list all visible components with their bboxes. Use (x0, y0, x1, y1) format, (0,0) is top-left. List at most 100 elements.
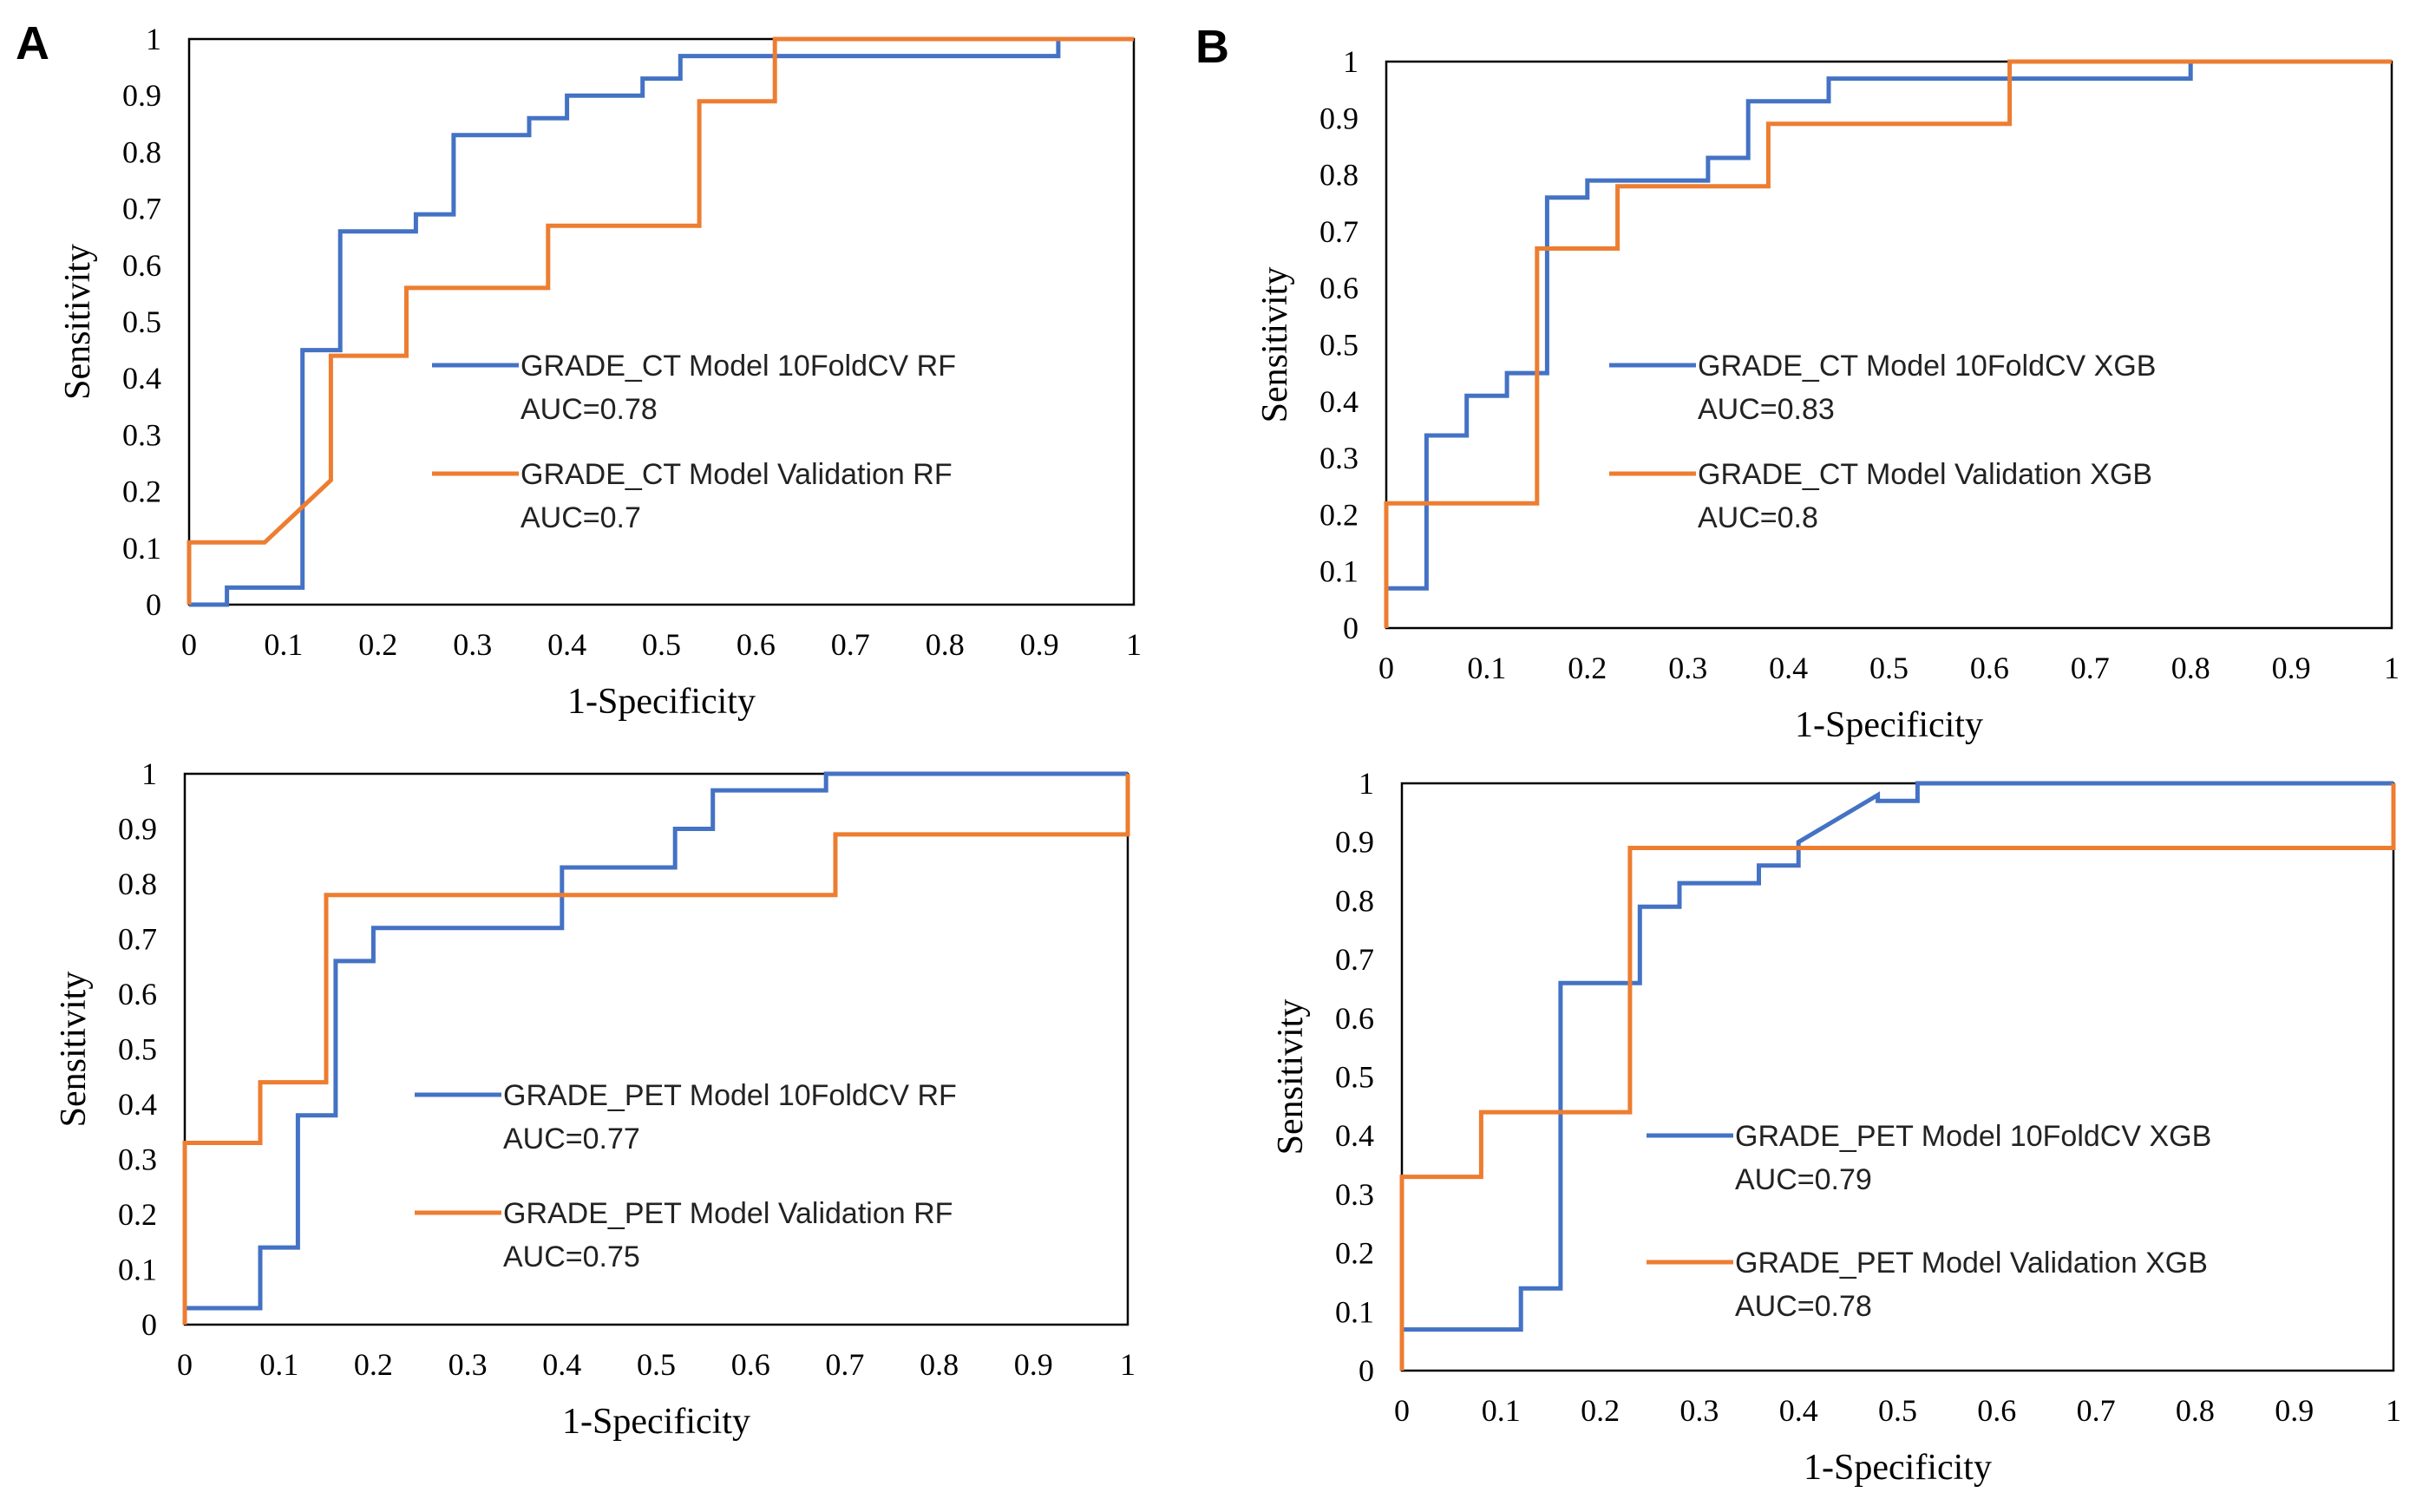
x-tick-label: 0.7 (825, 1347, 864, 1382)
x-tick-label: 0.3 (448, 1347, 488, 1382)
roc-chart-a-bottom: 0 0.1 0.2 0.3 0.4 0.5 0.6 0.7 0.8 0.9 1 0 0.1 0.2 0.3 0… (54, 756, 1136, 1442)
plot-area-frame (187, 37, 1136, 606)
y-axis-title: Sensitivity (1271, 999, 1311, 1155)
y-tick-label: 0.6 (118, 977, 157, 1011)
x-tick-label: 0.2 (1568, 651, 1607, 685)
legend-series-name: GRADE_CT Model Validation RF (521, 458, 953, 491)
x-axis-title: 1-Specificity (1804, 1448, 1992, 1488)
y-tick-label: 0.9 (1319, 101, 1359, 135)
x-tick-label: 0.6 (1977, 1393, 2016, 1428)
x-tick-label: 0.9 (1020, 627, 1059, 662)
x-tick-label: 0.2 (358, 627, 397, 662)
legend-series-name: GRADE_PET Model Validation RF (503, 1197, 953, 1230)
legend-entry: GRADE_CT Model Validation XGB AUC=0.8 (1609, 458, 2152, 534)
plot-area-frame (183, 772, 1129, 1326)
legend-auc: AUC=0.83 (1698, 393, 1835, 426)
y-tick-label: 0.6 (122, 248, 161, 283)
roc-curve-validation (1399, 783, 2396, 1371)
x-tick-label: 0.9 (1014, 1347, 1053, 1382)
x-axis-title: 1-Specificity (562, 1402, 750, 1442)
y-tick-label: 0.2 (122, 475, 161, 509)
roc-chart-a-top: 0 0.1 0.2 0.3 0.4 0.5 0.6 0.7 0.8 0.9 1 0 0.1 0.2 0.3 0… (58, 22, 1142, 722)
y-tick-label: 0.8 (122, 134, 161, 169)
y-tick-label: 0.9 (1335, 825, 1374, 860)
y-tick-label: 0.1 (1319, 554, 1359, 589)
x-tick-label: 0 (177, 1347, 193, 1382)
y-tick-label: 0.3 (1319, 441, 1359, 475)
plot-area-frame (1385, 60, 2393, 630)
y-tick-label: 0.1 (1335, 1294, 1374, 1329)
x-tick-label: 0.3 (1668, 651, 1707, 685)
y-tick-label: 0.1 (122, 531, 161, 566)
x-tick-label: 0.9 (2275, 1393, 2314, 1428)
y-tick-label: 0 (1359, 1353, 1374, 1388)
legend-auc: AUC=0.8 (1698, 501, 1818, 534)
charts-container: 0 0.1 0.2 0.3 0.4 0.5 0.6 0.7 0.8 0.9 1 0 0.1 0.2 0.3 0… (54, 22, 2401, 1488)
panel-label-b: B (1195, 21, 1229, 73)
y-axis-title: Sensitivity (1255, 267, 1295, 423)
legend-auc: AUC=0.77 (503, 1123, 640, 1155)
y-tick-label: 0 (146, 587, 161, 622)
y-tick-label: 1 (1343, 44, 1359, 79)
y-tick-label: 0.9 (122, 78, 161, 113)
legend-entry: GRADE_PET Model Validation RF AUC=0.75 (415, 1197, 953, 1273)
roc-curve-validation (1384, 59, 2392, 628)
legend-series-name: GRADE_PET Model Validation XGB (1735, 1247, 2208, 1280)
legend-entry: GRADE_CT Model 10FoldCV XGB AUC=0.83 (1609, 350, 2156, 426)
x-tick-label: 0.1 (264, 627, 303, 662)
y-tick-label: 0.7 (118, 922, 157, 957)
x-tick-label: 1 (1120, 1347, 1136, 1382)
x-tick-label: 0.5 (642, 627, 681, 662)
y-tick-label: 0.7 (1319, 214, 1359, 249)
y-tick-label: 0.4 (1335, 1118, 1374, 1153)
legend-auc: AUC=0.78 (521, 393, 658, 426)
roc-chart-b-bottom: 0 0.1 0.2 0.3 0.4 0.5 0.6 0.7 0.8 0.9 1 0 0.1 0.2 0.3 0… (1271, 766, 2401, 1488)
roc-chart-b-top: 0 0.1 0.2 0.3 0.4 0.5 0.6 0.7 0.8 0.9 1 0 0.1 0.2 0.3 0… (1255, 44, 2400, 745)
y-tick-label: 0.2 (1319, 497, 1359, 532)
x-tick-label: 0.9 (2272, 651, 2311, 685)
y-tick-label: 1 (141, 756, 157, 791)
y-tick-label: 0.5 (118, 1032, 157, 1067)
y-tick-label: 0.8 (1319, 158, 1359, 193)
y-tick-label: 0.4 (122, 361, 161, 396)
x-tick-label: 0 (1378, 651, 1394, 685)
legend-entry: GRADE_CT Model Validation RF AUC=0.7 (432, 458, 953, 534)
x-tick-label: 0.7 (831, 627, 870, 662)
y-tick-label: 0 (1343, 611, 1359, 645)
x-tick-label: 0.8 (2176, 1393, 2215, 1428)
x-tick-label: 0.1 (259, 1347, 298, 1382)
legend-auc: AUC=0.78 (1735, 1290, 1872, 1323)
y-tick-label: 0.4 (118, 1087, 157, 1122)
x-tick-label: 0.4 (1769, 651, 1808, 685)
x-tick-label: 1 (2386, 1393, 2401, 1428)
y-tick-label: 0.3 (118, 1142, 157, 1177)
y-tick-label: 0 (141, 1307, 157, 1342)
x-tick-label: 0.4 (1779, 1393, 1818, 1428)
roc-curve-validation (182, 774, 1130, 1325)
roc-curve-cv (185, 771, 1128, 1311)
x-tick-label: 0.7 (2071, 651, 2110, 685)
x-tick-label: 0.6 (737, 627, 776, 662)
y-tick-label: 0.7 (122, 192, 161, 226)
y-axis-title: Sensitivity (58, 244, 98, 400)
x-tick-label: 0.3 (453, 627, 492, 662)
y-tick-label: 1 (1359, 766, 1374, 801)
x-tick-label: 0.3 (1679, 1393, 1719, 1428)
y-tick-label: 1 (146, 22, 161, 56)
legend-series-name: GRADE_CT Model 10FoldCV XGB (1698, 350, 2156, 383)
legend-series-name: GRADE_CT Model Validation XGB (1698, 458, 2152, 491)
x-tick-label: 0.2 (354, 1347, 393, 1382)
y-tick-label: 0.9 (118, 812, 157, 847)
y-tick-label: 0.4 (1319, 384, 1359, 419)
y-tick-label: 0.2 (1335, 1236, 1374, 1271)
plot-area-frame (1400, 782, 2395, 1372)
x-tick-label: 0.7 (2077, 1393, 2116, 1428)
x-tick-label: 0.1 (1467, 651, 1506, 685)
legend-entry: GRADE_PET Model 10FoldCV RF AUC=0.77 (415, 1079, 957, 1155)
y-axis-title: Sensitivity (54, 972, 94, 1128)
y-tick-label: 0.2 (118, 1197, 157, 1232)
y-tick-label: 0.3 (1335, 1177, 1374, 1212)
x-tick-label: 1 (2384, 651, 2400, 685)
x-tick-label: 0.1 (1482, 1393, 1521, 1428)
legend-auc: AUC=0.75 (503, 1240, 640, 1273)
